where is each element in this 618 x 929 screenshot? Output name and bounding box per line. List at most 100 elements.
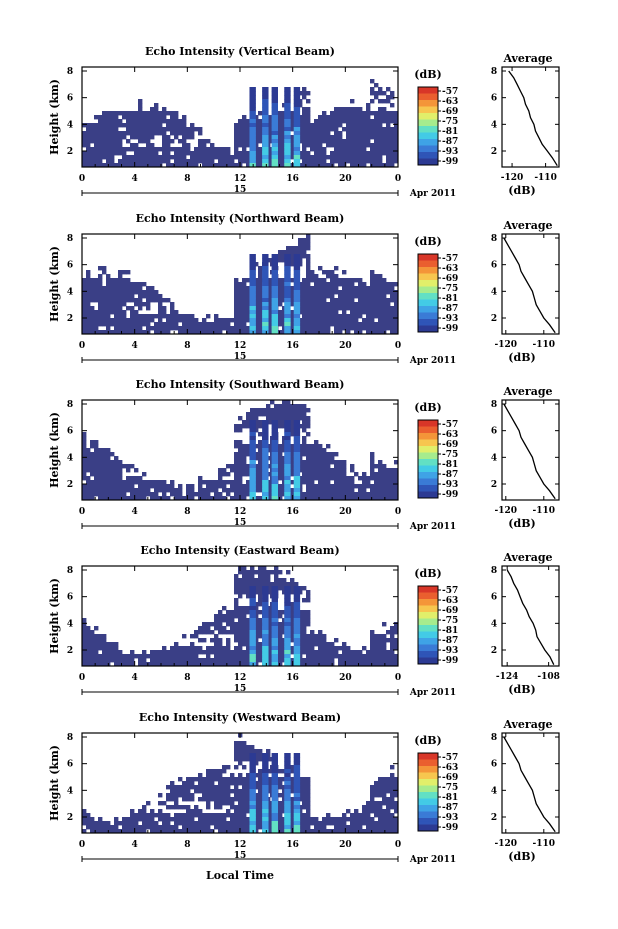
- heatmap-cell: [114, 480, 119, 485]
- heatmap-cell: [258, 472, 263, 477]
- heatmap-cell: [234, 578, 239, 583]
- heatmap-cell: [106, 492, 111, 497]
- heatmap-cell: [386, 801, 391, 806]
- heatmap-cell: [242, 456, 247, 461]
- heatmap-cell: [102, 322, 107, 327]
- heatmap-cell: [322, 662, 327, 667]
- heatmap-cell: [290, 254, 295, 259]
- heatmap-cell: [182, 805, 187, 810]
- heatmap-cell: [154, 825, 159, 830]
- heatmap-cell: [350, 492, 355, 497]
- heatmap-cell: [302, 91, 307, 96]
- heatmap-cell: [330, 115, 335, 120]
- heatmap-cell: [86, 638, 91, 643]
- heatmap-cell: [302, 246, 307, 251]
- heatmap-cell: [334, 488, 339, 493]
- heatmap-cell: [186, 805, 191, 810]
- colorbar-unit: (dB): [414, 235, 441, 248]
- y-tick-label: 6: [67, 593, 73, 603]
- heatmap-cell: [142, 809, 147, 814]
- heatmap-cell: [234, 302, 239, 307]
- heatmap-cell: [202, 781, 207, 786]
- convective-cell: [284, 107, 291, 112]
- heatmap-cell: [162, 119, 167, 124]
- heatmap-cell: [194, 147, 199, 152]
- heatmap-cell: [378, 654, 383, 659]
- convective-cell: [284, 87, 291, 92]
- convective-cell: [262, 302, 269, 307]
- convective-cell: [249, 488, 256, 493]
- heatmap-cell: [106, 147, 111, 152]
- heatmap-cell: [322, 298, 327, 303]
- heatmap-cell: [234, 155, 239, 160]
- heatmap-cell: [342, 650, 347, 655]
- colorbar-segment: [418, 328, 438, 333]
- heatmap-cell: [150, 496, 155, 501]
- heatmap-cell: [118, 143, 123, 148]
- heatmap-cell: [82, 809, 87, 814]
- heatmap-cell: [214, 777, 219, 782]
- heatmap-cell: [218, 614, 223, 619]
- convective-cell: [293, 626, 301, 631]
- heatmap-cell: [106, 488, 111, 493]
- heatmap-cell: [98, 286, 103, 291]
- heatmap-cell: [274, 578, 279, 583]
- heatmap-cell: [94, 492, 99, 497]
- heatmap-cell: [186, 662, 191, 667]
- heatmap-cell: [302, 662, 307, 667]
- heatmap-cell: [118, 131, 123, 136]
- heatmap-cell: [118, 119, 123, 124]
- heatmap-cell: [198, 781, 203, 786]
- heatmap-cell: [374, 159, 379, 164]
- convective-cell: [293, 598, 301, 603]
- heatmap-cell: [242, 488, 247, 493]
- heatmap-cell: [162, 650, 167, 655]
- heatmap-cell: [358, 163, 363, 168]
- heatmap-cell: [370, 472, 375, 477]
- heatmap-cell: [346, 496, 351, 501]
- heatmap-cell: [202, 496, 207, 501]
- colorbar-tick-label: -99: [442, 490, 458, 500]
- heatmap-cell: [382, 282, 387, 287]
- heatmap-cell: [318, 642, 323, 647]
- convective-cell: [262, 488, 269, 493]
- avg-unit: (dB): [508, 184, 535, 197]
- heatmap-cell: [314, 452, 319, 457]
- convective-cell: [293, 262, 301, 267]
- convective-cell: [249, 107, 256, 112]
- heatmap-cell: [270, 400, 275, 405]
- heatmap-cell: [94, 484, 99, 489]
- heatmap-cell: [394, 777, 399, 782]
- heatmap-cell: [218, 468, 223, 473]
- heatmap-cell: [182, 825, 187, 830]
- heatmap-cell: [310, 472, 315, 477]
- heatmap-cell: [354, 314, 359, 319]
- heatmap-cell: [258, 298, 263, 303]
- heatmap-cell: [86, 480, 91, 485]
- heatmap-cell: [234, 821, 239, 826]
- heatmap-cell: [342, 326, 347, 331]
- heatmap-cell: [90, 456, 95, 461]
- heatmap-cell: [170, 111, 175, 116]
- heatmap-cell: [258, 139, 263, 144]
- heatmap-cell: [98, 274, 103, 279]
- heatmap-cell: [306, 805, 311, 810]
- heatmap-cell: [154, 326, 159, 331]
- heatmap-cell: [86, 326, 91, 331]
- heatmap-cell: [146, 817, 151, 822]
- heatmap-cell: [114, 127, 119, 132]
- heatmap-cell: [342, 147, 347, 152]
- heatmap-cell: [82, 131, 87, 136]
- heatmap-cell: [282, 809, 287, 814]
- heatmap-cell: [98, 638, 103, 643]
- heatmap-cell: [186, 496, 191, 501]
- heatmap-cell: [386, 789, 391, 794]
- heatmap-cell: [94, 310, 99, 315]
- heatmap-cell: [302, 614, 307, 619]
- heatmap-cell: [134, 488, 139, 493]
- convective-cell: [249, 586, 256, 591]
- convective-cell: [293, 658, 301, 663]
- heatmap-cell: [98, 155, 103, 160]
- heatmap-cell: [190, 484, 195, 489]
- heatmap-cell: [298, 151, 303, 156]
